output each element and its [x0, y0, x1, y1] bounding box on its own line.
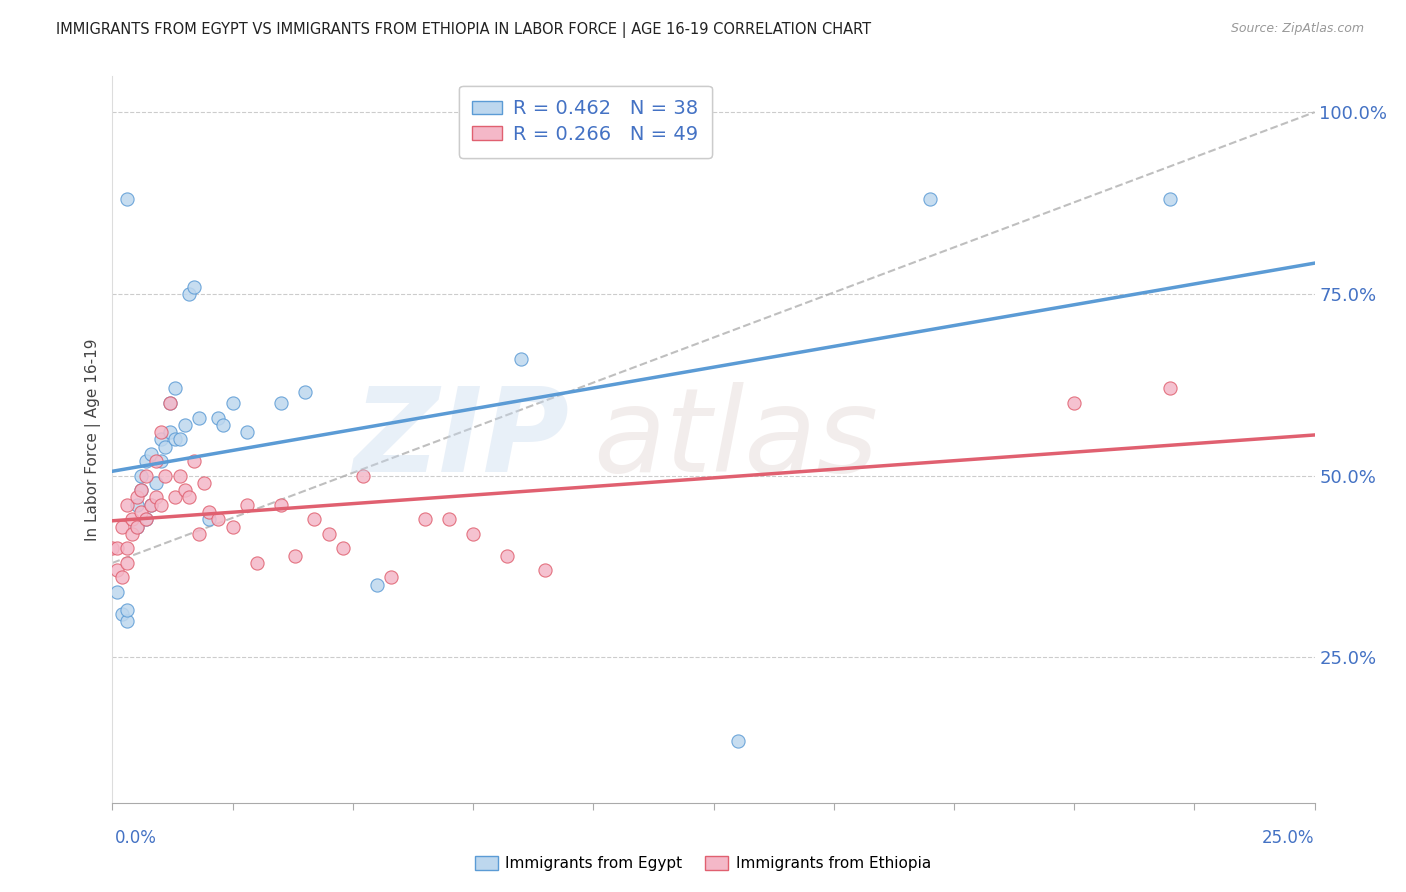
Point: [188, 410, 211, 425]
Point: [918, 193, 941, 207]
Point: [318, 526, 340, 541]
Point: [131, 468, 153, 483]
Point: [155, 440, 177, 454]
Point: [222, 396, 245, 410]
Point: [149, 433, 172, 447]
Point: [149, 454, 172, 468]
Point: [1063, 396, 1085, 410]
Point: [135, 468, 157, 483]
Point: [125, 498, 148, 512]
Point: [352, 468, 374, 483]
Point: [159, 396, 181, 410]
Point: [169, 433, 191, 447]
Y-axis label: In Labor Force | Age 16-19: In Labor Force | Age 16-19: [86, 338, 101, 541]
Text: IMMIGRANTS FROM EGYPT VS IMMIGRANTS FROM ETHIOPIA IN LABOR FORCE | AGE 16-19 COR: IMMIGRANTS FROM EGYPT VS IMMIGRANTS FROM…: [56, 22, 872, 38]
Point: [149, 425, 172, 439]
Point: [135, 454, 157, 468]
Point: [495, 549, 517, 563]
Legend: R = 0.462   N = 38, R = 0.266   N = 49: R = 0.462 N = 38, R = 0.266 N = 49: [458, 86, 711, 158]
Text: 25.0%: 25.0%: [1263, 829, 1315, 847]
Point: [163, 433, 186, 447]
Point: [101, 541, 124, 556]
Point: [1159, 381, 1181, 395]
Point: [131, 505, 153, 519]
Text: atlas: atlas: [593, 383, 879, 496]
Point: [366, 578, 388, 592]
Point: [461, 526, 484, 541]
Point: [173, 483, 195, 498]
Point: [169, 468, 191, 483]
Legend: Immigrants from Egypt, Immigrants from Ethiopia: Immigrants from Egypt, Immigrants from E…: [468, 850, 938, 877]
Point: [222, 519, 245, 533]
Point: [380, 570, 402, 584]
Text: Source: ZipAtlas.com: Source: ZipAtlas.com: [1230, 22, 1364, 36]
Point: [236, 425, 259, 439]
Point: [115, 556, 138, 570]
Point: [105, 563, 128, 577]
Point: [115, 193, 138, 207]
Point: [207, 512, 229, 526]
Point: [332, 541, 354, 556]
Point: [183, 454, 205, 468]
Point: [304, 512, 326, 526]
Point: [183, 279, 205, 293]
Point: [131, 483, 153, 498]
Point: [145, 491, 167, 505]
Point: [246, 556, 269, 570]
Point: [270, 498, 292, 512]
Point: [163, 381, 186, 395]
Point: [159, 396, 181, 410]
Point: [197, 512, 219, 526]
Point: [155, 468, 177, 483]
Point: [115, 498, 138, 512]
Point: [125, 491, 148, 505]
Point: [121, 526, 143, 541]
Point: [188, 526, 211, 541]
Point: [125, 519, 148, 533]
Point: [115, 614, 138, 628]
Point: [159, 425, 181, 439]
Point: [193, 475, 215, 490]
Point: [111, 607, 134, 621]
Point: [139, 447, 162, 461]
Point: [207, 410, 229, 425]
Point: [135, 512, 157, 526]
Text: ZIP: ZIP: [353, 382, 569, 497]
Point: [212, 417, 235, 432]
Point: [105, 585, 128, 599]
Point: [115, 603, 138, 617]
Point: [163, 491, 186, 505]
Point: [197, 505, 219, 519]
Point: [437, 512, 460, 526]
Point: [105, 541, 128, 556]
Point: [284, 549, 307, 563]
Point: [115, 541, 138, 556]
Point: [173, 417, 195, 432]
Point: [121, 512, 143, 526]
Point: [145, 475, 167, 490]
Point: [125, 519, 148, 533]
Point: [270, 396, 292, 410]
Point: [179, 287, 201, 301]
Point: [1159, 193, 1181, 207]
Point: [139, 498, 162, 512]
Point: [139, 498, 162, 512]
Point: [510, 352, 533, 367]
Point: [149, 498, 172, 512]
Text: 0.0%: 0.0%: [115, 829, 157, 847]
Point: [294, 385, 316, 400]
Point: [727, 734, 749, 748]
Point: [145, 454, 167, 468]
Point: [413, 512, 436, 526]
Point: [236, 498, 259, 512]
Point: [135, 512, 157, 526]
Point: [534, 563, 557, 577]
Point: [111, 570, 134, 584]
Point: [179, 491, 201, 505]
Point: [131, 483, 153, 498]
Point: [111, 519, 134, 533]
